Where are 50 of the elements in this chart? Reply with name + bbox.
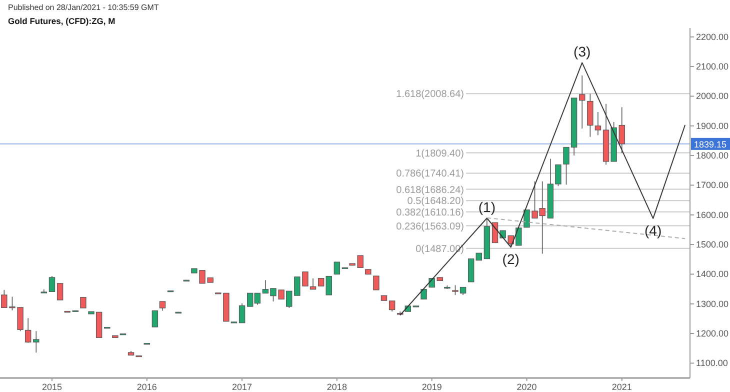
chart-title: Gold Futures, (CFD):ZG, M xyxy=(8,16,116,26)
y-tick-label: 1600.00 xyxy=(696,210,729,220)
annotation: (1) xyxy=(478,199,496,216)
x-tick-label: 2015 xyxy=(42,382,62,392)
candlestick xyxy=(468,258,474,282)
ref-line-label: 0.5(1648.20) xyxy=(407,196,464,208)
y-tick-label: 2000.00 xyxy=(696,91,729,102)
y-tick-label: 1900.00 xyxy=(696,120,729,131)
y-tick-label: 1200.00 xyxy=(696,328,729,339)
y-tick-label: 1500.00 xyxy=(696,240,729,250)
candlestick xyxy=(594,112,602,136)
ref-line-label: 0.382(1610.16) xyxy=(396,207,464,218)
candlestick xyxy=(373,276,380,290)
x-tick-label: 2016 xyxy=(136,382,157,392)
ref-line-label: 0.618(1686.24) xyxy=(396,184,464,196)
x-tick-label: 2018 xyxy=(326,382,347,392)
candlestick xyxy=(152,310,158,328)
annotation: (4) xyxy=(644,222,662,238)
ref-line-label: 1.618(2008.64) xyxy=(396,89,464,100)
candlestick xyxy=(159,301,166,312)
annotation: (3) xyxy=(574,44,591,60)
y-tick-label: 1100.00 xyxy=(696,358,728,368)
y-tick-label: 1300.00 xyxy=(696,298,729,309)
candlestick xyxy=(618,106,625,154)
ref-line-label: 1839.15 xyxy=(694,139,727,150)
x-tick-label: 2021 xyxy=(612,382,632,392)
x-tick-label: 2019 xyxy=(422,382,442,392)
ref-line-label: 0.786(1740.41) xyxy=(396,168,464,180)
candlestick xyxy=(56,283,64,300)
x-tick-label: 2020 xyxy=(516,382,537,392)
ref-line-label: 0.236(1563.09) xyxy=(396,221,464,232)
y-tick-label: 2200.00 xyxy=(696,32,729,42)
y-tick-label: 1800.00 xyxy=(696,150,729,161)
candlestick xyxy=(310,278,316,290)
candlestick xyxy=(326,276,332,296)
x-tick-label: 2017 xyxy=(232,382,252,392)
ref-line-label: 1(1809.40) xyxy=(416,148,464,160)
candlestick xyxy=(334,262,340,274)
candlestick xyxy=(238,302,246,324)
y-tick-label: 1700.00 xyxy=(696,180,729,190)
candlestick xyxy=(80,297,86,308)
chart-subtitle: Published on 28/Jan/2021 - 10:35:59 GMT xyxy=(8,3,159,12)
y-tick-label: 2100.00 xyxy=(696,62,729,72)
candlestick xyxy=(48,276,56,292)
candlestick xyxy=(579,75,586,129)
candlestick xyxy=(388,300,396,312)
annotation: (2) xyxy=(502,251,520,268)
candlestick xyxy=(33,330,40,353)
y-tick-label: 1400.00 xyxy=(696,269,729,280)
candlestick xyxy=(24,318,32,344)
